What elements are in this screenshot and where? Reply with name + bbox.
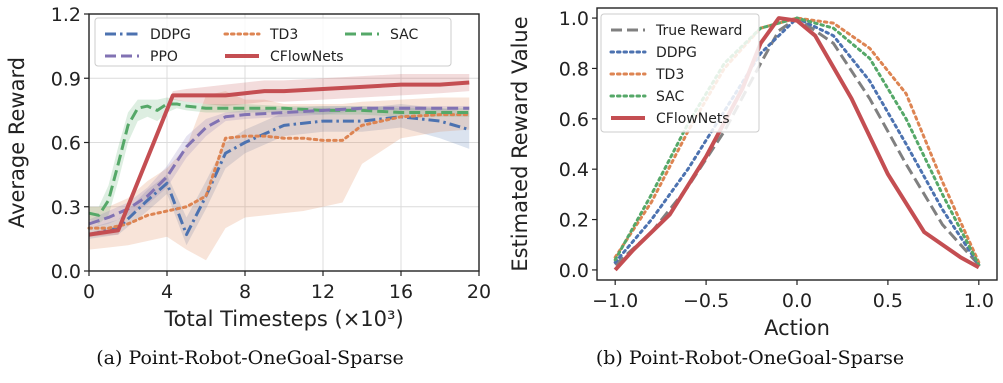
y-axis-label: Estimated Reward Value	[508, 16, 532, 271]
y-axis-label: Average Reward	[5, 57, 29, 228]
x-tick-label: 20	[467, 281, 491, 303]
band-cflownets	[89, 73, 470, 237]
caption-a: (a) Point-Robot-OneGoal-Sparse	[96, 347, 404, 369]
x-tick-label: 16	[389, 281, 413, 303]
chart-estimated-reward: −1.0 −0.5 0.0 0.5 1.0 0.0 0.2 0.4 0.6 0.8 1.0 Actio…	[508, 7, 998, 340]
y-tick-label: 0.9	[51, 68, 81, 90]
legend-label-ppo: PPO	[150, 49, 178, 65]
legend-box	[600, 13, 760, 133]
band-sac	[89, 97, 470, 224]
y-tick-label: 0.6	[51, 133, 81, 155]
y-tick-label: 0.8	[559, 58, 589, 80]
legend-label-sac: SAC	[656, 89, 684, 105]
series-line-td3	[87, 113, 471, 230]
y-tick-label: 0.0	[51, 261, 81, 283]
x-tick-label: 12	[311, 281, 335, 303]
y-tick-label: 0.4	[559, 159, 589, 181]
series-line-td3	[613, 16, 981, 264]
legend-label-td3: TD3	[655, 67, 684, 83]
x-axis-label: Action	[764, 316, 830, 340]
y-tick-label: 0.2	[559, 210, 589, 232]
series-line-ppo	[88, 106, 470, 226]
legend-box	[94, 17, 452, 67]
x-tick-label: −0.5	[683, 290, 729, 312]
legend-label-sac: SAC	[390, 27, 418, 43]
y-tick-label: 0.0	[559, 260, 589, 282]
x-tick-label: 0.5	[873, 290, 903, 312]
y-tick-label: 0.3	[51, 197, 81, 219]
chart-average-reward: 0 4 8 12 16 20 0.0 0.3 0.6 0.9 1.2 Total Timesteps …	[5, 4, 491, 331]
x-tick-label: −1.0	[592, 290, 638, 312]
x-tick-label: 4	[161, 281, 173, 303]
legend-label-ddpg: DDPG	[656, 45, 697, 61]
caption-b: (b) Point-Robot-OneGoal-Sparse	[595, 347, 905, 369]
x-axis-label: Total Timesteps (×10³)	[163, 307, 403, 331]
series-line-cflownets	[613, 16, 980, 272]
x-tick-label: 0	[83, 281, 95, 303]
y-tick-label: 1.0	[559, 8, 589, 30]
series-line-sac	[88, 102, 470, 217]
band-td3	[89, 91, 470, 261]
legend-label-td3: TD3	[269, 27, 298, 43]
y-tick-label: 0.6	[559, 109, 589, 131]
legend-label-ddpg: DDPG	[150, 27, 191, 43]
x-tick-label: 1.0	[964, 290, 994, 312]
band-ddpg	[89, 103, 470, 246]
series-line-cflownets	[88, 80, 470, 237]
x-tick-label: 8	[239, 281, 251, 303]
x-tick-label: 0.0	[782, 290, 812, 312]
legend-label-cflownets: CFlowNets	[656, 111, 730, 127]
legend-label-cflownets: CFlowNets	[270, 49, 344, 65]
y-tick-label: 1.2	[51, 4, 81, 26]
legend-label-true-reward: True Reward	[655, 23, 742, 39]
series-line-sac	[613, 16, 981, 267]
